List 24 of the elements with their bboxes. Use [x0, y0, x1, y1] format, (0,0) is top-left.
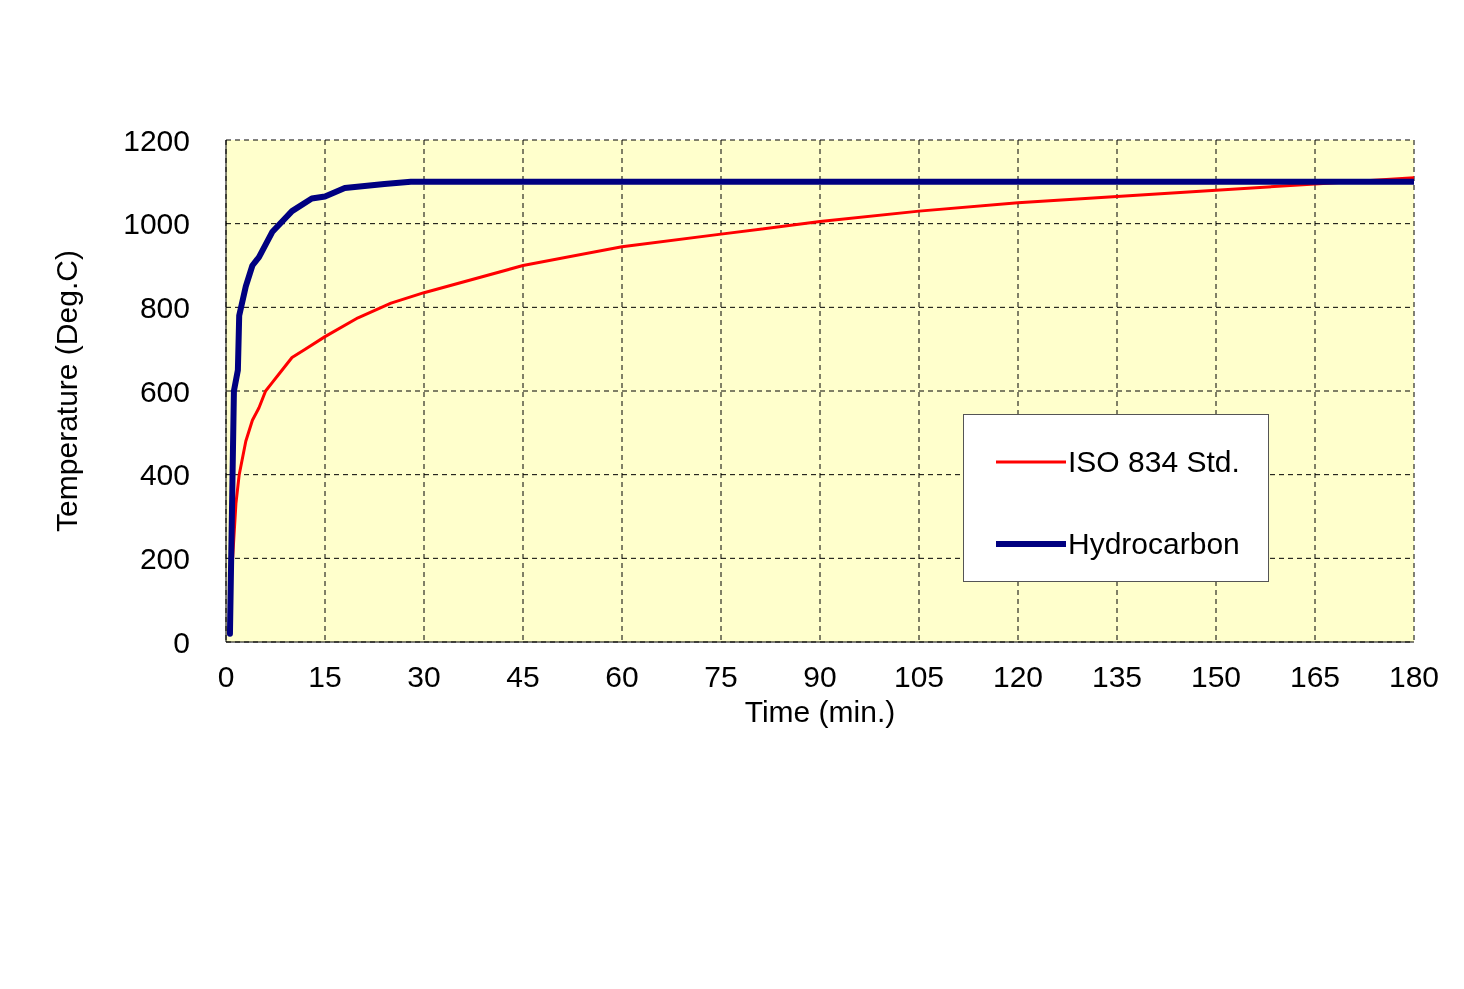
y-tick-label: 1000 [123, 207, 190, 241]
x-tick-label: 60 [605, 660, 639, 694]
y-tick-label: 1200 [123, 123, 190, 157]
x-tick-label: 165 [1289, 660, 1341, 694]
x-tick-label: 15 [308, 660, 342, 694]
x-axis-title: Time (min.) [744, 695, 896, 728]
y-tick-label: 0 [173, 625, 190, 659]
x-tick-label: 120 [992, 660, 1044, 694]
x-tick-label: 90 [803, 660, 837, 694]
x-tick-label: 180 [1388, 660, 1440, 694]
x-tick-label: 75 [704, 660, 738, 694]
x-tick-label: 45 [506, 660, 540, 694]
legend-label: Hydrocarbon [1068, 527, 1240, 561]
y-axis-title: Temperature (Deg.C) [49, 250, 83, 532]
x-tick-label: 135 [1091, 660, 1143, 694]
y-tick-label: 400 [139, 458, 190, 492]
x-tick-label: 0 [217, 660, 235, 694]
legend-label: ISO 834 Std. [1068, 445, 1240, 479]
x-tick-label: 105 [893, 660, 945, 694]
y-tick-label: 200 [139, 541, 190, 575]
y-tick-label: 600 [139, 374, 190, 408]
y-tick-label: 800 [139, 290, 190, 324]
x-tick-label: 150 [1190, 660, 1242, 694]
x-tick-label: 30 [407, 660, 441, 694]
